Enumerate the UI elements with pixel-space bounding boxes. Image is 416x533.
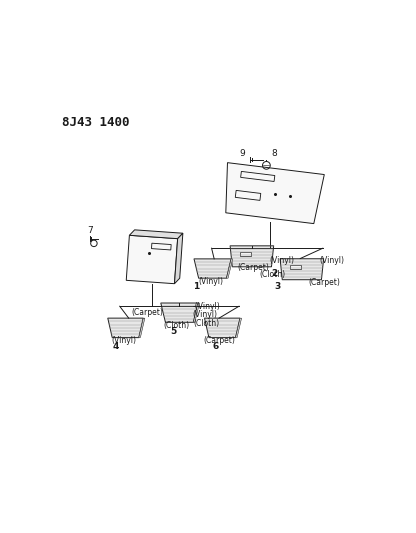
Text: (Vinyl): (Vinyl) bbox=[192, 310, 217, 319]
Text: 9: 9 bbox=[240, 149, 245, 158]
Text: (Carpet): (Carpet) bbox=[308, 278, 340, 287]
Polygon shape bbox=[290, 265, 301, 269]
Polygon shape bbox=[226, 163, 324, 224]
Text: (Carpet): (Carpet) bbox=[203, 336, 235, 345]
Polygon shape bbox=[126, 235, 178, 284]
Text: (Carpet): (Carpet) bbox=[238, 263, 269, 272]
Text: 4: 4 bbox=[113, 342, 119, 351]
Text: 1: 1 bbox=[193, 282, 199, 292]
Polygon shape bbox=[280, 259, 324, 280]
Text: (Vinyl): (Vinyl) bbox=[270, 256, 295, 265]
Text: 7: 7 bbox=[87, 225, 93, 235]
Polygon shape bbox=[226, 259, 233, 278]
Text: 8: 8 bbox=[271, 149, 277, 158]
Text: (Vinyl): (Vinyl) bbox=[111, 336, 136, 345]
Text: (Vinyl): (Vinyl) bbox=[319, 256, 344, 265]
Polygon shape bbox=[174, 233, 183, 284]
Polygon shape bbox=[161, 303, 198, 322]
Text: 3: 3 bbox=[275, 281, 281, 290]
Text: 5: 5 bbox=[170, 327, 176, 336]
Polygon shape bbox=[240, 252, 251, 256]
Text: (Vinyl): (Vinyl) bbox=[198, 277, 223, 286]
Text: -(Vinyl): -(Vinyl) bbox=[192, 302, 220, 311]
Polygon shape bbox=[108, 318, 143, 337]
Polygon shape bbox=[230, 246, 274, 266]
Polygon shape bbox=[194, 259, 231, 278]
Text: 8J43 1400: 8J43 1400 bbox=[62, 116, 129, 129]
Text: (Carpet): (Carpet) bbox=[131, 308, 163, 317]
Polygon shape bbox=[193, 303, 200, 322]
Text: (Cloth): (Cloth) bbox=[193, 319, 219, 328]
Text: 2: 2 bbox=[271, 269, 277, 278]
Text: 6: 6 bbox=[213, 342, 219, 351]
Polygon shape bbox=[139, 318, 145, 337]
Polygon shape bbox=[235, 318, 242, 337]
Text: (Cloth): (Cloth) bbox=[164, 320, 190, 329]
Text: (Cloth): (Cloth) bbox=[260, 270, 286, 279]
Polygon shape bbox=[205, 318, 240, 337]
Polygon shape bbox=[129, 230, 183, 239]
